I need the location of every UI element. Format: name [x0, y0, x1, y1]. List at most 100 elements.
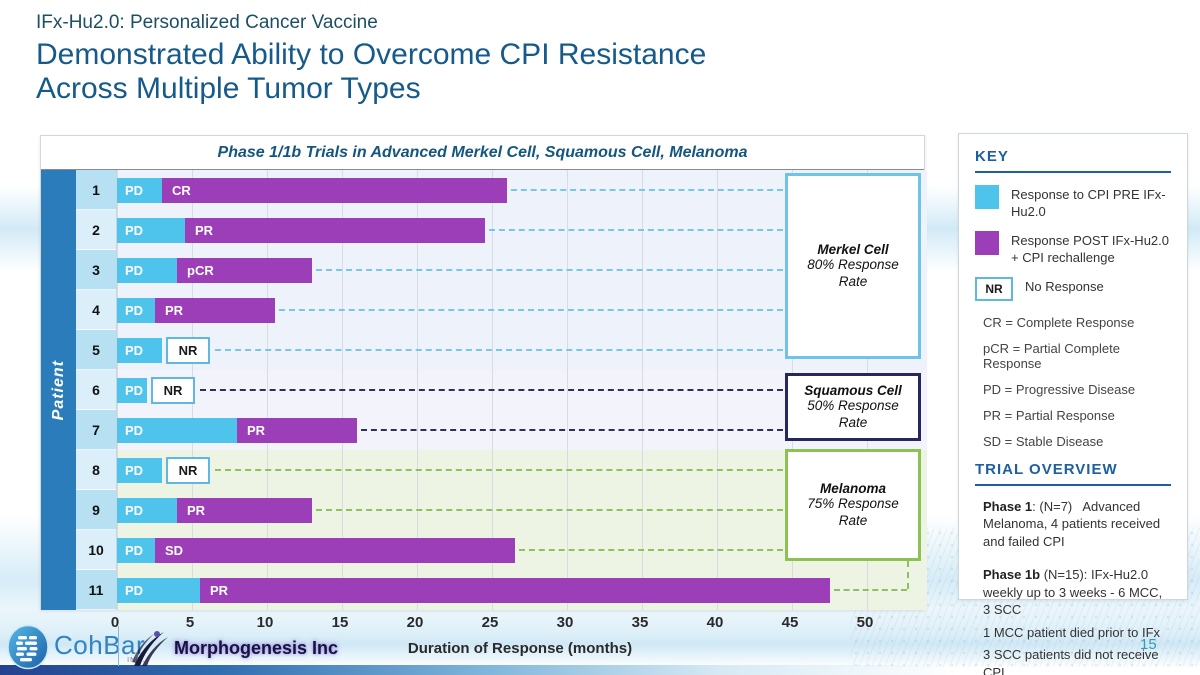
patient-number: 2 [76, 210, 116, 250]
patient-number: 11 [76, 570, 116, 610]
response-dash-line [215, 349, 783, 351]
post-color-swatch [975, 230, 999, 255]
legend-item: Response POST IFx-Hu2.0 + CPI rechalleng… [975, 230, 1171, 267]
response-bar-label: CR [172, 183, 191, 198]
trial-overview-heading: TRIAL OVERVIEW [975, 460, 1118, 478]
header: IFx-Hu2.0: Personalized Cancer Vaccine D… [36, 12, 706, 106]
x-axis-ticks: 0 5 10 15 20 25 30 35 40 45 50 [0, 614, 1200, 634]
response-bar-label: PR [195, 223, 214, 238]
response-bar-label: PR [165, 303, 184, 318]
response-dash-line [316, 269, 783, 271]
patient-number: 3 [76, 250, 116, 290]
response-dash-line [215, 469, 783, 471]
morphogenesis-swoosh-icon [132, 631, 168, 666]
x-tick-label: 50 [856, 614, 874, 631]
melanoma-response-rate: 75% Response Rate [807, 495, 899, 528]
cohbar-mitochondria-icon [7, 624, 49, 670]
morphogenesis-wordmark: Morphogenesis Inc [174, 637, 339, 658]
trial-overview-paragraph: 3 SCC patients did not receive CPI [983, 647, 1159, 675]
pre-color-swatch [975, 185, 999, 209]
x-tick-label: 0 [110, 614, 120, 631]
response-bar-segment: SD [155, 538, 515, 563]
key-heading: KEY [975, 148, 1009, 165]
pd-bar-label: PD [125, 583, 144, 598]
key-heading-rule [975, 171, 1171, 173]
response-dash-line [316, 509, 783, 511]
response-bar-label: SD [165, 543, 184, 558]
pd-bar-label: PD [125, 543, 144, 558]
response-bar-segment: CR [162, 178, 507, 203]
definition-line: SD = Stable Disease [983, 433, 1104, 449]
response-dash-line [511, 189, 783, 191]
legend-label: Response to CPI PRE IFx-Hu2.0 [1011, 187, 1166, 219]
pd-bar-segment: PD [117, 378, 147, 403]
pd-bar-label: PD [125, 423, 144, 438]
chart-title-row: Phase 1/1b Trials in Advanced Merkel Cel… [41, 136, 924, 170]
pd-bar-segment: PD [117, 418, 237, 443]
trial-overview-paragraph: Phase 1b (N=15): IFx-Hu2.0 weekly up to … [983, 567, 1163, 618]
pd-bar-label: PD [125, 303, 144, 318]
response-bar-segment: PR [200, 578, 830, 603]
logo-divider [118, 626, 119, 666]
definition-line: pCR = Partial Complete Response [983, 340, 1120, 371]
pd-bar-segment: PD [117, 338, 162, 363]
cohbar-logo: CohBar INC. [6, 624, 145, 670]
response-dash-line [834, 589, 907, 591]
chart-title: Phase 1/1b Trials in Advanced Merkel Cel… [217, 143, 748, 161]
squamous-label: Squamous Cell [804, 382, 902, 398]
merkel-label: Merkel Cell [817, 241, 889, 257]
legend-label: No Response [1025, 278, 1104, 294]
response-bar-label: PR [210, 583, 229, 598]
title-line-1: Demonstrated Ability to Overcome CPI Res… [36, 38, 707, 71]
plot-area: PD CR PD PR PD pCR PD PR PD NR PD NR PD PR PD NR PD PR PD S… [116, 170, 927, 610]
page-title: Demonstrated Ability to Overcome CPI Res… [36, 38, 706, 106]
x-tick-label: 35 [631, 614, 649, 631]
patient-number: 7 [76, 410, 116, 450]
squamous-response-rate: 50% Response Rate [807, 397, 899, 430]
morphogenesis-logo: Morphogenesis Inc [130, 628, 338, 668]
trial-overview-paragraph: 1 MCC patient died prior to IFx [983, 624, 1161, 640]
pd-bar-segment: PD [117, 298, 155, 323]
x-tick-label: 5 [185, 614, 195, 631]
pd-bar-segment: PD [117, 258, 177, 283]
abbreviation-definitions: CR = Complete Response pCR = Partial Comp… [983, 315, 1171, 449]
response-dash-line [519, 549, 783, 551]
trial-overview-text: Phase 1: (N=7) Advanced Melanoma, 4 pati… [975, 498, 1171, 675]
patient-number: 8 [76, 450, 116, 490]
pd-bar-label: PD [125, 383, 144, 398]
patient-number: 5 [76, 330, 116, 370]
merkel-response-box: Merkel Cell 80% Response Rate [785, 173, 921, 359]
definition-line: CR = Complete Response [983, 314, 1135, 330]
pd-bar-segment: PD [117, 538, 155, 563]
response-bar-segment: pCR [177, 258, 312, 283]
nr-box: NR [166, 337, 210, 364]
overview-bold-prefix: Phase 1b [983, 567, 1041, 583]
pd-bar-segment: PD [117, 458, 162, 483]
nr-box: NR [151, 377, 195, 404]
patient-number: 9 [76, 490, 116, 530]
overview-bold-prefix: Phase 1 [983, 498, 1033, 514]
response-dash-line [361, 429, 783, 431]
legend-item: Response to CPI PRE IFx-Hu2.0 [975, 185, 1171, 221]
legend-item: NR No Response [975, 276, 1171, 301]
response-dash-line [200, 389, 783, 391]
pd-bar-label: PD [125, 263, 144, 278]
legend: Response to CPI PRE IFx-Hu2.0 Response PO… [975, 185, 1171, 301]
pd-bar-label: PD [125, 503, 144, 518]
slide-eyebrow: IFx-Hu2.0: Personalized Cancer Vaccine [36, 12, 378, 33]
merkel-response-rate: 80% Response Rate [807, 256, 899, 289]
melanoma-label: Melanoma [819, 480, 887, 496]
melanoma-dash-connector [907, 561, 909, 589]
response-dash-line [279, 309, 783, 311]
chart-panel: Phase 1/1b Trials in Advanced Merkel Cel… [40, 135, 927, 610]
x-tick-label: 45 [781, 614, 799, 631]
key-panel: KEY Response to CPI PRE IFx-Hu2.0 Respons… [958, 133, 1188, 675]
patient-number: 6 [76, 370, 116, 410]
pd-bar-label: PD [125, 183, 144, 198]
footer: CohBar INC. Morphogenesis Inc [0, 620, 460, 670]
plot-region: Patient 1 2 3 4 5 6 7 8 9 10 11 PD CR PD PR PD pCR PD PR P… [41, 170, 927, 610]
x-tick-label: 25 [481, 614, 499, 631]
response-bar-label: PR [187, 503, 206, 518]
nr-swatch: NR [975, 276, 1013, 301]
